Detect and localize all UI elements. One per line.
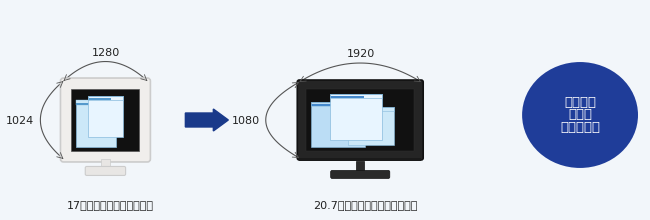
Bar xyxy=(330,94,382,140)
Bar xyxy=(311,102,365,147)
FancyBboxPatch shape xyxy=(85,167,125,175)
Bar xyxy=(101,159,109,169)
Bar xyxy=(348,109,380,111)
Bar xyxy=(311,104,348,106)
Bar xyxy=(299,158,421,161)
Bar xyxy=(75,100,116,147)
Bar xyxy=(72,89,139,151)
Text: 1920: 1920 xyxy=(347,49,376,59)
Text: 17型スクエアディスプレイ: 17型スクエアディスプレイ xyxy=(67,200,154,210)
FancyArrow shape xyxy=(185,109,228,131)
Bar xyxy=(330,94,382,98)
FancyBboxPatch shape xyxy=(297,80,423,160)
Text: 1080: 1080 xyxy=(231,116,260,126)
Bar xyxy=(356,161,364,173)
Bar xyxy=(88,98,110,100)
Text: 1280: 1280 xyxy=(92,48,120,58)
Ellipse shape xyxy=(522,62,638,168)
Bar xyxy=(88,96,123,100)
Text: 広くて快適: 広くて快適 xyxy=(560,121,600,134)
FancyBboxPatch shape xyxy=(60,78,150,162)
Text: 画面が: 画面が xyxy=(568,108,592,121)
Bar xyxy=(306,89,414,151)
Bar xyxy=(311,102,365,106)
FancyBboxPatch shape xyxy=(331,170,390,178)
Text: 20.7型ワイド液晶ディスプレイ: 20.7型ワイド液晶ディスプレイ xyxy=(313,200,417,210)
Bar xyxy=(75,100,116,105)
Bar xyxy=(75,103,100,105)
Bar xyxy=(330,96,364,98)
Text: 1024: 1024 xyxy=(6,116,34,126)
Bar xyxy=(88,96,123,137)
Bar xyxy=(348,108,394,145)
Text: ワイドは: ワイドは xyxy=(564,95,596,108)
Bar xyxy=(348,108,394,111)
